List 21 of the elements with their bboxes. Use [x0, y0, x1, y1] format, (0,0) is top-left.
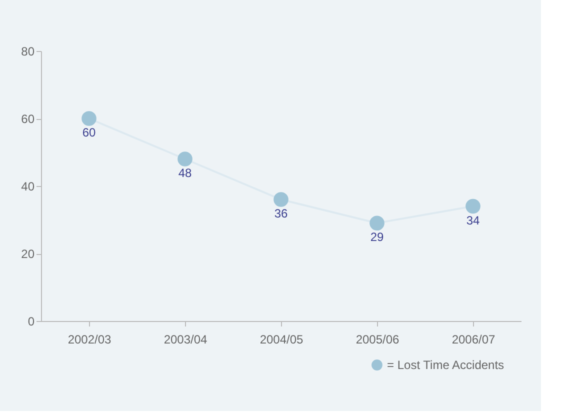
- point: [370, 216, 384, 231]
- y-tick-label: 20: [21, 247, 35, 261]
- data-label: 36: [274, 206, 288, 220]
- x-tick-label: 2003/04: [164, 332, 208, 346]
- y-tick-label: 40: [21, 180, 35, 194]
- point: [274, 192, 288, 207]
- x-tick-label: 2006/07: [452, 332, 496, 346]
- x-tick-label: 2004/05: [260, 332, 304, 346]
- x-tick-label: 2002/03: [68, 332, 112, 346]
- y-tick-label: 0: [28, 314, 35, 328]
- data-label: 60: [82, 126, 96, 140]
- point: [466, 198, 480, 214]
- point: [178, 152, 192, 166]
- data-label: 48: [178, 166, 192, 180]
- x-tick-label: 2005/06: [356, 332, 400, 346]
- point: [82, 111, 96, 126]
- data-label: 34: [466, 213, 480, 228]
- y-tick-label: 80: [21, 44, 35, 58]
- data-label: 29: [370, 230, 384, 244]
- legend-label: = Lost Time Accidents: [387, 358, 504, 372]
- y-tick-label: 60: [21, 112, 35, 126]
